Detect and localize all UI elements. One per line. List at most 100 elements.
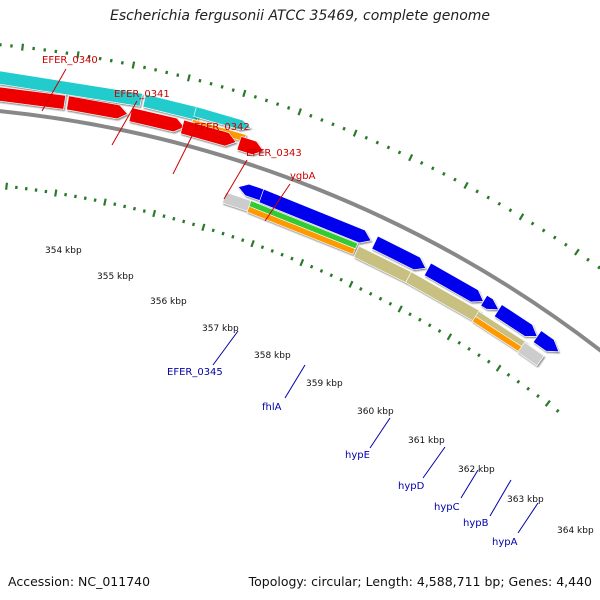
feature-red-1[interactable] xyxy=(0,86,67,110)
feature-fhla-orange[interactable] xyxy=(246,205,356,255)
lower-gene-labels: EFER_0345 fhlA hypE hypD hypC hypB hypA xyxy=(167,367,518,548)
outer-ring-tick xyxy=(253,95,258,99)
inner-ring-tick xyxy=(516,379,521,384)
inner-ring-tick xyxy=(5,182,9,190)
outer-ring-tick xyxy=(397,150,402,155)
outer-ring-tick xyxy=(563,242,568,247)
inner-ring-tick xyxy=(132,206,137,211)
inner-ring-tick xyxy=(427,323,432,328)
feature-hype[interactable] xyxy=(371,235,427,271)
feature-red-3[interactable] xyxy=(128,107,185,133)
outer-ring-tick xyxy=(486,195,491,200)
leader-line xyxy=(264,183,291,222)
outer-ring-tick xyxy=(463,181,469,190)
outer-ring-tick xyxy=(165,70,169,75)
gene-label-hype[interactable]: hypE xyxy=(345,450,370,461)
gene-label-efer-0341[interactable]: EFER_0341 xyxy=(114,89,170,100)
outer-ring-tick xyxy=(320,118,324,122)
inner-ring-tick xyxy=(201,223,206,231)
inner-ring-tick xyxy=(152,209,157,218)
gene-label-fhla[interactable]: fhlA xyxy=(262,402,282,413)
feature-hypb[interactable] xyxy=(493,304,538,337)
feature-efer-0342-a[interactable] xyxy=(193,106,252,131)
gene-label-efer-0343[interactable]: EFER_0343 xyxy=(246,148,302,159)
inner-ring-tick xyxy=(506,372,511,377)
tick-label-361: 361 kbp xyxy=(408,436,445,446)
inner-ring-tick xyxy=(309,264,314,269)
feature-red-2[interactable] xyxy=(66,95,129,120)
outer-ring-tick xyxy=(574,248,580,256)
outer-ring-tick xyxy=(220,85,224,89)
tick-label-354: 354 kbp xyxy=(45,246,82,256)
leader-line xyxy=(460,469,479,499)
genome-summary-text: Topology: circular; Length: 4,588,711 bp… xyxy=(248,574,592,589)
inner-ring-tick xyxy=(368,291,373,296)
inner-ring-tick xyxy=(437,329,442,333)
gene-label-hypb[interactable]: hypB xyxy=(463,518,489,529)
outer-ring-tick xyxy=(364,135,368,140)
inner-ring-tick xyxy=(64,192,68,197)
feature-hypa[interactable] xyxy=(532,330,560,353)
feature-hypa-gray[interactable] xyxy=(517,341,545,366)
gene-label-efer-0342[interactable]: EFER_0342 xyxy=(194,122,250,133)
inner-ring-tick xyxy=(54,189,58,197)
tick-label-356: 356 kbp xyxy=(150,297,187,307)
inner-ring-tick xyxy=(182,219,186,224)
inner-ring-tick xyxy=(536,394,540,399)
kbp-tick-labels: 354 kbp 355 kbp 356 kbp 357 kbp 358 kbp … xyxy=(45,246,594,536)
inner-ring-tick xyxy=(250,239,255,248)
inner-ring-tick xyxy=(211,228,215,233)
outer-ring-tick xyxy=(297,108,302,116)
outer-ring-tick xyxy=(87,54,91,59)
feature-fhla[interactable] xyxy=(258,188,372,244)
feature-efer-0343[interactable] xyxy=(180,119,237,147)
inner-ring-tick xyxy=(388,301,393,306)
outer-ring-tick xyxy=(442,171,446,176)
leader-line xyxy=(41,68,67,112)
inner-ring-tick xyxy=(378,296,383,301)
inner-ring-tick xyxy=(299,258,305,267)
outer-ring-tick xyxy=(131,61,136,69)
outer-ring-tick xyxy=(264,98,269,103)
tick-label-360: 360 kbp xyxy=(357,407,394,417)
gene-label-hypd[interactable]: hypD xyxy=(398,481,425,492)
feature-hypc[interactable] xyxy=(480,294,500,310)
inner-ring-tick xyxy=(260,245,265,250)
leader-line xyxy=(212,330,239,366)
inner-ring-tick xyxy=(446,333,453,341)
outer-ring-tick xyxy=(342,126,346,131)
outer-ring-tick xyxy=(98,56,102,61)
tick-label-359: 359 kbp xyxy=(306,379,343,389)
feature-ygba[interactable] xyxy=(236,136,264,155)
inner-ring-tick xyxy=(290,256,294,261)
outer-ring-tick xyxy=(209,81,213,86)
feature-efer-0340[interactable] xyxy=(0,70,143,107)
leader-line xyxy=(369,417,391,449)
gene-label-efer-0345[interactable]: EFER_0345 xyxy=(167,367,223,378)
inner-ring-tick xyxy=(457,340,462,345)
inner-ring-tick xyxy=(123,204,127,209)
feature-hypd[interactable] xyxy=(423,262,484,303)
genome-backbone xyxy=(0,109,600,353)
inner-ring-tick xyxy=(359,287,363,291)
outer-ring-tick xyxy=(186,74,191,82)
leader-line xyxy=(284,364,306,399)
gene-label-hypc[interactable]: hypC xyxy=(434,502,460,513)
inner-ring-tick xyxy=(467,346,471,351)
outer-ring-tick xyxy=(386,145,391,150)
tick-label-362: 362 kbp xyxy=(458,465,495,475)
leader-line xyxy=(517,502,539,534)
inner-ring-tick xyxy=(93,198,97,202)
tick-label-358: 358 kbp xyxy=(254,351,291,361)
gene-label-hypa[interactable]: hypA xyxy=(492,537,518,548)
outer-ring-tick xyxy=(21,43,25,51)
gene-label-ygba[interactable]: ygbA xyxy=(290,171,316,182)
outer-ring-tick xyxy=(552,235,557,240)
inner-ring-tick xyxy=(172,216,176,221)
outer-ring-tick xyxy=(419,160,424,165)
tick-label-363: 363 kbp xyxy=(507,495,544,505)
inner-ring-tick xyxy=(348,280,354,288)
accession-text: Accession: NC_011740 xyxy=(8,574,151,589)
gene-label-efer-0340[interactable]: EFER_0340 xyxy=(42,55,98,66)
